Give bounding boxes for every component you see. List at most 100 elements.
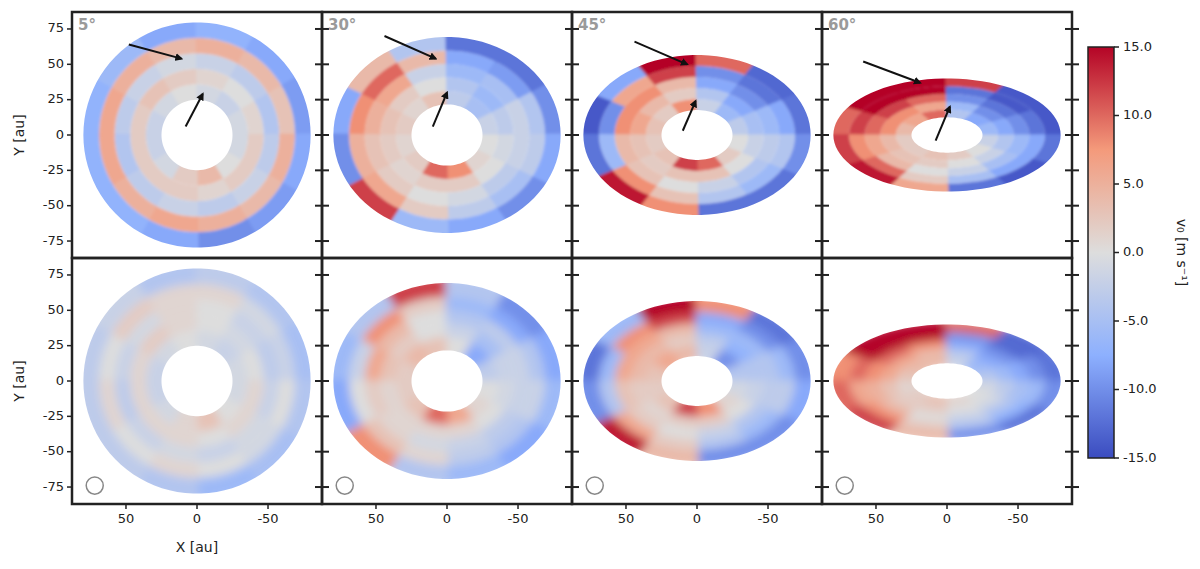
- cell: [781, 91, 819, 136]
- cell: [884, 74, 948, 93]
- y-tick: [67, 99, 72, 101]
- y-tick-label: -50: [43, 443, 64, 458]
- y-tick-label: 25: [47, 91, 64, 106]
- x-tick: [517, 504, 519, 509]
- panel-title: 30°: [328, 16, 356, 34]
- colorbar-tick: [1114, 252, 1119, 254]
- panel-frame: [572, 258, 822, 504]
- y-tick: [67, 240, 72, 242]
- x-tick-label: 0: [943, 511, 951, 526]
- x-tick: [267, 504, 269, 509]
- cell: [695, 194, 759, 221]
- y-tick: [67, 64, 72, 66]
- colorbar-tick: [1114, 389, 1119, 391]
- cell: [134, 260, 198, 298]
- map-panel: [75, 14, 319, 256]
- x-tick: [1017, 504, 1019, 509]
- y-tick: [67, 451, 72, 453]
- x-tick-label: 50: [368, 511, 385, 526]
- map-cells: [575, 49, 819, 221]
- panel-frame: [72, 12, 322, 258]
- colorbar: [1088, 47, 1114, 458]
- y-tick: [1065, 63, 1079, 65]
- map-panel: [325, 30, 569, 241]
- beam: [336, 477, 353, 494]
- map-cells: [825, 74, 1069, 196]
- x-tick-label: 50: [118, 511, 135, 526]
- colorbar-tick-label: 15.0: [1123, 39, 1152, 54]
- colorbar-tick: [1114, 115, 1119, 117]
- x-axis-title: X [au]: [176, 539, 218, 555]
- arrow: [863, 61, 920, 82]
- x-tick-label: 0: [443, 511, 451, 526]
- cell: [134, 14, 198, 52]
- y-tick: [1065, 28, 1079, 30]
- y-tick: [1065, 309, 1079, 311]
- cell: [281, 73, 319, 137]
- arrow: [129, 45, 182, 59]
- x-tick: [196, 504, 198, 509]
- y-tick: [1065, 486, 1079, 488]
- y-tick: [1065, 451, 1079, 453]
- colorbar-tick: [1114, 320, 1119, 322]
- x-tick: [696, 504, 698, 509]
- y-tick: [1065, 99, 1079, 101]
- y-axis-title: Y [au]: [11, 114, 27, 156]
- x-tick-label: 0: [193, 511, 201, 526]
- colorbar-tick-label: -5.0: [1123, 313, 1148, 328]
- colorbar-tick: [1114, 46, 1119, 48]
- x-tick: [767, 504, 769, 509]
- map-panel: [575, 49, 819, 221]
- arrow: [433, 93, 447, 127]
- map-panel: [325, 276, 569, 487]
- cell: [384, 30, 448, 63]
- x-tick-label: 50: [868, 511, 885, 526]
- arrow: [635, 42, 688, 65]
- arrow: [385, 36, 436, 59]
- cell: [75, 133, 113, 197]
- colorbar-tick-label: -15.0: [1123, 450, 1157, 465]
- y-tick-label: 75: [47, 20, 64, 35]
- cell: [281, 319, 319, 383]
- cell: [445, 208, 509, 241]
- x-tick-label: -50: [757, 511, 778, 526]
- map-cells: [825, 320, 1069, 442]
- map-cells: [575, 295, 819, 467]
- y-tick-label: 50: [47, 56, 64, 71]
- x-tick-label: -50: [507, 511, 528, 526]
- beam: [586, 477, 603, 494]
- map-panel: [75, 260, 319, 502]
- y-tick: [67, 486, 72, 488]
- map-cells: [75, 260, 319, 502]
- x-tick: [375, 504, 377, 509]
- y-tick: [67, 28, 72, 30]
- y-tick-label: -25: [43, 162, 64, 177]
- cell: [195, 218, 259, 256]
- cell: [325, 380, 363, 435]
- y-tick-label: 50: [47, 302, 64, 317]
- panel-title: 60°: [828, 16, 856, 34]
- colorbar-tick-label: 5.0: [1123, 176, 1144, 191]
- y-tick: [1065, 169, 1079, 171]
- y-tick-label: 25: [47, 337, 64, 352]
- map-panel: [575, 295, 819, 467]
- y-tick: [67, 205, 72, 207]
- arrow: [683, 101, 696, 131]
- y-tick: [67, 380, 72, 382]
- cell: [634, 49, 698, 76]
- map-cells: [325, 30, 569, 241]
- colorbar-title: v₀ [m s⁻¹]: [1174, 219, 1190, 287]
- y-tick: [1065, 274, 1079, 276]
- y-tick-label: 75: [47, 266, 64, 281]
- y-tick: [1065, 134, 1079, 136]
- panel-frame: [72, 258, 322, 504]
- panel-title: 5°: [78, 16, 96, 34]
- panel-frame: [822, 12, 1072, 258]
- y-tick: [1065, 380, 1079, 382]
- cell: [325, 134, 363, 189]
- cell: [575, 134, 613, 179]
- cell: [531, 81, 569, 136]
- y-tick: [67, 170, 72, 172]
- x-tick: [875, 504, 877, 509]
- panel-frame: [322, 12, 572, 258]
